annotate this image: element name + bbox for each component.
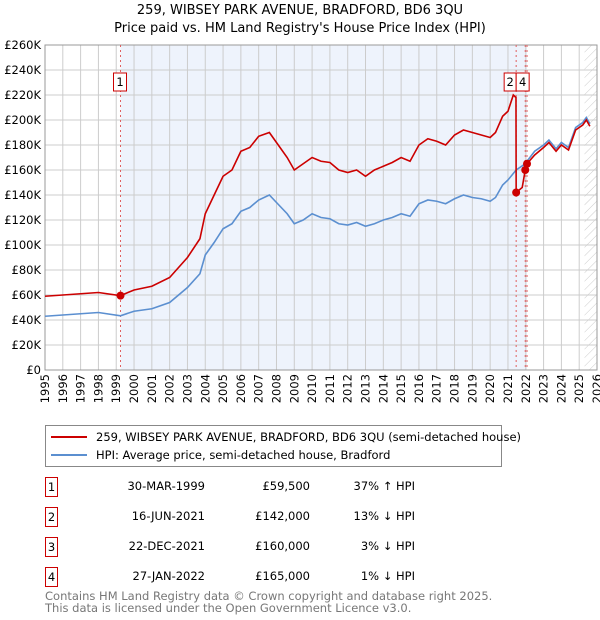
transaction-marker: 3 <box>45 537 58 557</box>
x-tick-label: 2023 <box>537 374 551 403</box>
footer-licence: This data is licensed under the Open Gov… <box>45 601 412 615</box>
y-tick-label: £160K <box>4 163 41 177</box>
x-tick-label: 2004 <box>198 374 212 403</box>
x-tick-label: 2025 <box>572 374 586 403</box>
sale-point <box>521 166 530 174</box>
transaction-hpi: 37% ↑ HPI <box>353 479 415 493</box>
x-tick-label: 2017 <box>430 374 444 403</box>
x-tick-label: 2015 <box>394 374 408 403</box>
x-tick-label: 2020 <box>483 374 497 403</box>
forecast-hatch <box>584 45 597 370</box>
x-tick-label: 2016 <box>412 374 426 403</box>
sale-label: 1 <box>116 75 123 89</box>
x-tick-label: 2022 <box>519 374 533 403</box>
chart-legend: 259, WIBSEY PARK AVENUE, BRADFORD, BD6 3… <box>45 425 521 467</box>
transaction-row: 3 22-DEC-2021 £160,000 3% ↓ HPI <box>45 537 445 557</box>
transaction-marker: 1 <box>45 477 58 497</box>
x-tick-label: 2001 <box>145 374 159 403</box>
sale-label-box <box>112 72 127 92</box>
footer-copyright: Contains HM Land Registry data © Crown c… <box>45 589 493 603</box>
x-tick-label: 1998 <box>91 374 105 403</box>
y-tick-label: £180K <box>4 138 41 152</box>
x-tick-label: 2006 <box>234 374 248 403</box>
y-tick-label: £20K <box>12 338 42 352</box>
x-tick-label: 2008 <box>269 374 283 403</box>
transaction-hpi: 13% ↓ HPI <box>353 509 415 523</box>
title-line: 259, WIBSEY PARK AVENUE, BRADFORD, BD6 3… <box>136 3 464 18</box>
legend-item-hpi: HPI: Average price, semi-detached house,… <box>51 448 390 462</box>
subtitle-line: Price paid vs. HM Land Registry's House … <box>114 21 486 36</box>
y-tick-label: £240K <box>4 63 41 77</box>
footer: Contains HM Land Registry data © Crown c… <box>45 590 492 614</box>
x-tick-label: 2014 <box>376 374 390 403</box>
legend-swatch-blue <box>51 454 87 456</box>
x-tick-label: 2002 <box>163 374 177 403</box>
x-tick-label: 1999 <box>109 374 123 403</box>
x-tick-label: 2003 <box>180 374 194 403</box>
x-tick-label: 2019 <box>465 374 479 403</box>
transaction-row: 2 16-JUN-2021 £142,000 13% ↓ HPI <box>45 507 445 527</box>
x-tick-label: 2010 <box>305 374 319 403</box>
sale-label: 2 <box>506 75 513 89</box>
transaction-row: 4 27-JAN-2022 £165,000 1% ↓ HPI <box>45 567 445 587</box>
legend-label: 259, WIBSEY PARK AVENUE, BRADFORD, BD6 3… <box>96 430 522 444</box>
x-tick-label: 2009 <box>287 374 301 403</box>
transaction-date: 16-JUN-2021 <box>131 509 205 523</box>
legend-label: HPI: Average price, semi-detached house,… <box>96 448 391 462</box>
sale-label: 4 <box>519 75 526 89</box>
x-tick-label: 2018 <box>448 374 462 403</box>
transaction-hpi: 1% ↓ HPI <box>360 569 415 583</box>
transaction-date: 30-MAR-1999 <box>127 479 205 493</box>
y-tick-label: £260K <box>4 38 41 52</box>
x-tick-label: 2026 <box>590 374 600 403</box>
transaction-row: 1 30-MAR-1999 £59,500 37% ↑ HPI <box>45 477 445 497</box>
sale-label-box <box>515 72 530 92</box>
transaction-date: 22-DEC-2021 <box>128 539 205 553</box>
transaction-price: £59,500 <box>262 479 310 493</box>
legend-item-property: 259, WIBSEY PARK AVENUE, BRADFORD, BD6 3… <box>51 430 521 444</box>
y-tick-label: £220K <box>4 88 41 102</box>
y-tick-label: £200K <box>4 113 41 127</box>
x-tick-label: 2005 <box>216 374 230 403</box>
price-chart: £0 £20K £40K £60K £80K £100K £120K £140K £160K £1… <box>4 38 600 403</box>
plot-frame <box>44 44 598 371</box>
transaction-price: £165,000 <box>255 569 310 583</box>
y-tick-label: £60K <box>12 288 42 302</box>
transaction-marker: 2 <box>45 507 58 527</box>
x-tick-label: 2021 <box>501 374 515 403</box>
x-tick-label: 2011 <box>323 374 337 403</box>
y-tick-label: £0 <box>26 363 41 377</box>
x-tick-label: 2007 <box>252 374 266 403</box>
x-tick-label: 2000 <box>127 374 141 403</box>
chart-title: 259, WIBSEY PARK AVENUE, BRADFORD, BD6 3… <box>0 2 600 38</box>
hpi-line <box>44 116 591 318</box>
transaction-price: £160,000 <box>255 539 310 553</box>
x-tick-label: 2024 <box>554 374 568 403</box>
transaction-marker: 4 <box>45 567 58 587</box>
transaction-date: 27-JAN-2022 <box>132 569 206 583</box>
sale-point <box>523 159 532 168</box>
transaction-price: £142,000 <box>255 509 310 523</box>
y-tick-label: £120K <box>4 213 41 227</box>
x-tick-label: 1997 <box>74 374 88 403</box>
sale-point <box>116 291 125 300</box>
transaction-hpi: 3% ↓ HPI <box>360 539 415 553</box>
x-tick-label: 2013 <box>359 374 373 403</box>
y-tick-label: £40K <box>12 313 42 327</box>
y-tick-label: £100K <box>4 238 41 252</box>
y-tick-label: £140K <box>4 188 41 202</box>
sale-period-shading <box>120 45 528 370</box>
sale-point <box>512 188 521 197</box>
y-tick-label: £80K <box>12 263 42 277</box>
x-tick-label: 2012 <box>341 374 355 403</box>
legend-swatch-red <box>51 436 87 438</box>
x-tick-label: 1996 <box>56 374 70 403</box>
x-tick-label: 1995 <box>38 374 52 403</box>
